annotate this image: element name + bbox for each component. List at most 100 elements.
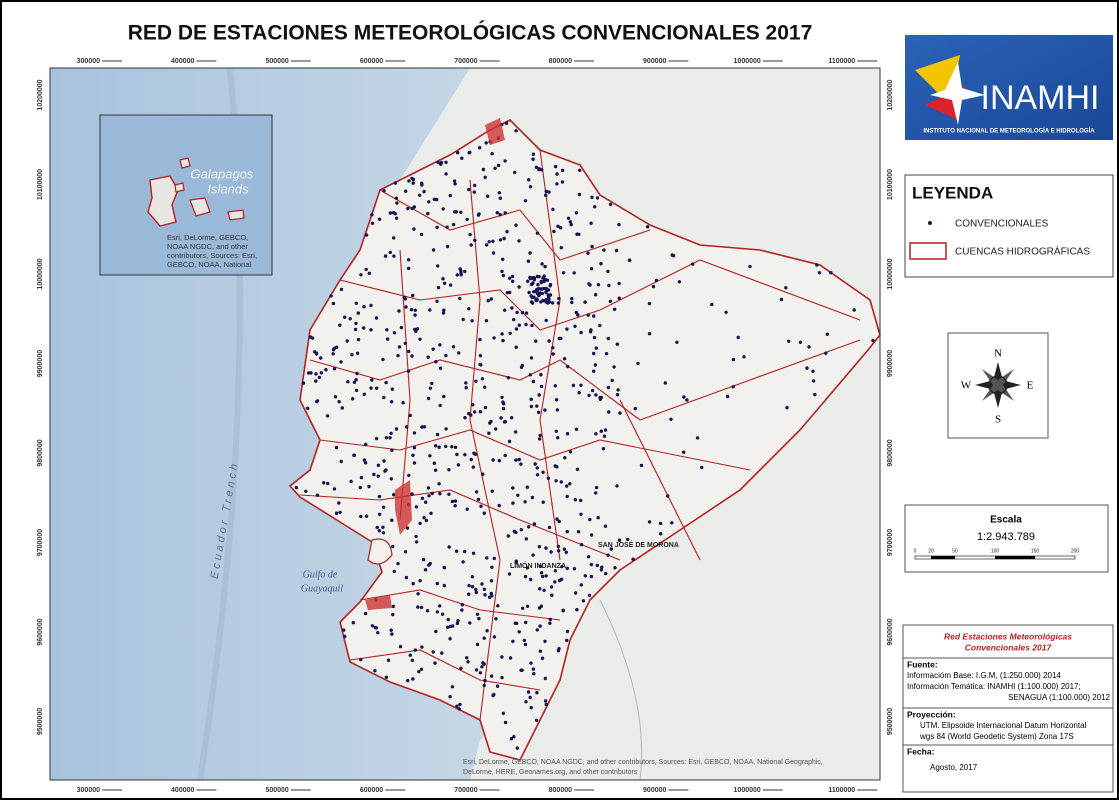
station <box>614 248 619 253</box>
station <box>370 624 375 628</box>
station <box>589 267 594 271</box>
station <box>556 544 560 549</box>
station <box>479 504 483 508</box>
station <box>526 279 530 283</box>
station <box>315 493 320 497</box>
station <box>398 644 403 649</box>
station <box>645 225 650 229</box>
station <box>409 307 414 312</box>
station <box>345 339 349 343</box>
compass-label: E <box>1027 380 1034 392</box>
scale-title: Escala <box>990 515 1022 526</box>
station <box>447 545 451 549</box>
station <box>617 222 621 227</box>
station <box>364 514 369 518</box>
station <box>468 621 472 625</box>
station <box>363 461 368 465</box>
station <box>553 384 557 388</box>
logo-name: INAMHI <box>981 79 1100 117</box>
station <box>491 693 495 698</box>
station <box>556 301 561 305</box>
station <box>310 336 315 340</box>
station <box>326 414 330 418</box>
station <box>547 525 552 530</box>
station <box>608 202 613 207</box>
station <box>407 349 411 354</box>
station <box>429 511 433 515</box>
station <box>601 447 606 451</box>
station <box>342 628 346 632</box>
station <box>393 181 398 185</box>
station <box>510 306 514 310</box>
station <box>444 444 448 449</box>
map: Ecuador Trench Gulfo de Guayaquil SAN JO… <box>49 67 881 781</box>
station <box>410 206 414 211</box>
station <box>548 293 553 297</box>
legend-item: CONVENCIONALES <box>955 219 1049 230</box>
station <box>428 561 432 566</box>
y-coordinate-label: 9500000 <box>887 708 894 735</box>
station <box>433 661 437 665</box>
station <box>413 327 417 332</box>
station <box>382 189 386 193</box>
station <box>556 649 561 653</box>
station <box>369 386 373 390</box>
station <box>529 577 533 582</box>
station <box>356 337 361 342</box>
x-coordinate-label: 300000 <box>77 58 100 65</box>
station <box>514 327 519 331</box>
station <box>405 526 410 530</box>
station <box>442 281 447 285</box>
station <box>509 737 514 741</box>
station <box>369 303 373 308</box>
station <box>825 332 829 336</box>
info-heading: Proyección: <box>907 709 956 719</box>
station <box>451 345 456 349</box>
station <box>481 167 486 172</box>
station <box>478 410 483 414</box>
station <box>531 553 535 557</box>
station <box>538 564 542 568</box>
station <box>565 629 570 634</box>
station <box>528 695 532 700</box>
station <box>607 410 611 414</box>
station <box>513 170 517 175</box>
station <box>410 658 415 662</box>
station <box>392 331 397 335</box>
station <box>537 437 542 441</box>
station <box>490 489 494 493</box>
station <box>557 549 561 553</box>
station <box>529 397 533 401</box>
station <box>332 346 337 350</box>
station <box>428 386 433 390</box>
station <box>448 193 452 198</box>
station <box>579 543 584 547</box>
station <box>507 276 512 280</box>
station <box>535 691 539 695</box>
station <box>813 392 817 397</box>
station <box>670 253 674 257</box>
station <box>351 397 355 401</box>
station <box>317 375 322 380</box>
station <box>370 378 374 382</box>
legend-title: LEYENDA <box>912 183 993 202</box>
station <box>494 427 498 431</box>
station <box>557 296 561 301</box>
station <box>394 427 399 431</box>
station <box>505 230 509 234</box>
station <box>577 232 581 236</box>
station <box>731 385 735 389</box>
station <box>811 379 816 383</box>
station <box>456 619 460 623</box>
station <box>516 493 520 497</box>
station <box>669 417 673 421</box>
station <box>431 347 435 351</box>
station <box>482 683 486 688</box>
station <box>461 560 465 564</box>
station <box>426 396 431 401</box>
station <box>467 592 471 596</box>
station <box>399 325 404 330</box>
station <box>482 511 486 515</box>
station <box>319 356 323 360</box>
station <box>586 555 591 559</box>
